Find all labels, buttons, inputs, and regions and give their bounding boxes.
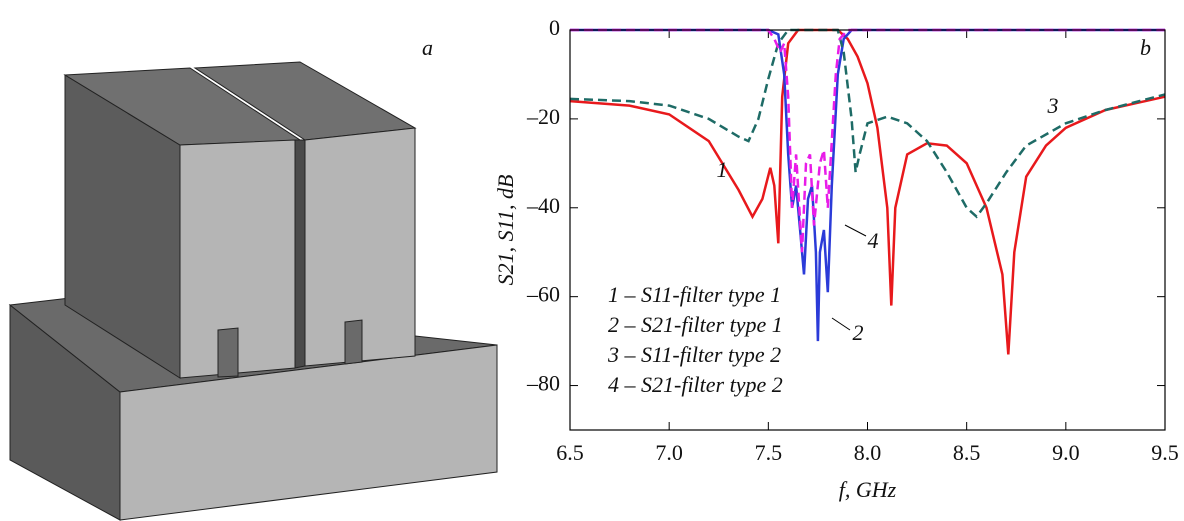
y-tick-label: –20	[526, 104, 560, 129]
y-tick-label: 0	[549, 15, 560, 40]
x-tick-label: 9.0	[1052, 440, 1080, 465]
curve-label: 1	[717, 157, 728, 182]
series-line	[570, 30, 1165, 252]
y-tick-label: –80	[526, 371, 560, 396]
x-tick-label: 9.5	[1151, 440, 1179, 465]
model-drawing	[10, 62, 497, 520]
x-tick-label: 6.5	[556, 440, 584, 465]
panel-label: a	[422, 35, 433, 60]
panel-label: b	[1140, 35, 1151, 60]
x-tick-label: 8.5	[953, 440, 981, 465]
chart: 0 –20 –40 –60 –80 6.5 7.0 7.5 8.0 8.5 9.0 9.5 1 – S1…	[493, 15, 1179, 502]
figure: a 0 –20 –40 –60 –80 6.5 7.0 7.5 8.0 8.5 9.0 9.5 1 – …	[0, 0, 1184, 521]
leader-line	[832, 318, 850, 330]
curve-label: 3	[1047, 93, 1059, 118]
x-tick-label: 7.5	[755, 440, 783, 465]
curve-label: 4	[868, 228, 879, 253]
legend-label: 4 – S21-filter type 2	[608, 372, 783, 397]
x-axis-label: f, GHz	[839, 477, 897, 502]
legend-label: 3 – S11-filter type 2	[607, 342, 781, 367]
leader-line	[845, 225, 866, 236]
y-tick-label: –40	[526, 193, 560, 218]
legend-label: 1 – S11-filter type 1	[608, 282, 781, 307]
x-tick-label: 8.0	[854, 440, 882, 465]
curve-label: 2	[853, 320, 864, 345]
x-tick-label: 7.0	[655, 440, 683, 465]
y-axis-label: S21, S11, dB	[493, 175, 518, 286]
y-tick-label: –60	[526, 282, 560, 307]
legend-label: 2 – S21-filter type 1	[608, 312, 783, 337]
